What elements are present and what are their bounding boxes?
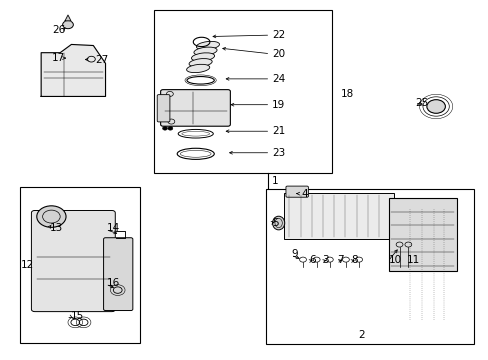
Text: 4: 4 <box>301 189 307 199</box>
Bar <box>284 193 393 239</box>
Text: 26: 26 <box>52 26 65 35</box>
Text: 20: 20 <box>272 49 285 59</box>
Text: 7: 7 <box>336 255 343 265</box>
Circle shape <box>162 127 167 130</box>
Ellipse shape <box>196 41 219 50</box>
Text: 17: 17 <box>52 53 65 63</box>
Polygon shape <box>41 44 105 96</box>
Text: 15: 15 <box>70 311 83 320</box>
Text: 11: 11 <box>406 255 419 265</box>
Text: 6: 6 <box>308 255 315 265</box>
FancyBboxPatch shape <box>103 238 133 311</box>
Text: 1: 1 <box>271 176 277 186</box>
FancyBboxPatch shape <box>160 90 230 126</box>
Ellipse shape <box>189 59 212 67</box>
Text: 9: 9 <box>291 249 298 259</box>
Circle shape <box>426 100 445 113</box>
Text: 21: 21 <box>272 126 285 136</box>
Text: 25: 25 <box>415 98 428 108</box>
Ellipse shape <box>186 64 209 73</box>
FancyBboxPatch shape <box>157 95 169 122</box>
Ellipse shape <box>272 216 284 230</box>
Polygon shape <box>65 15 71 21</box>
Text: 10: 10 <box>388 255 401 265</box>
Bar <box>388 198 456 271</box>
Circle shape <box>37 206 66 227</box>
Circle shape <box>62 21 73 29</box>
Text: 8: 8 <box>350 255 357 265</box>
Text: 12: 12 <box>21 260 34 270</box>
Text: 19: 19 <box>272 100 285 110</box>
Bar <box>154 10 331 173</box>
FancyBboxPatch shape <box>31 211 115 312</box>
Text: 5: 5 <box>271 218 278 228</box>
Bar <box>266 189 473 344</box>
Text: 16: 16 <box>107 278 120 288</box>
Ellipse shape <box>194 47 217 55</box>
Text: 14: 14 <box>107 224 120 233</box>
FancyBboxPatch shape <box>285 186 308 197</box>
Bar <box>20 187 140 343</box>
Text: 24: 24 <box>272 74 285 84</box>
Text: 23: 23 <box>272 148 285 158</box>
Text: 3: 3 <box>322 255 328 265</box>
Text: 13: 13 <box>49 224 62 233</box>
Circle shape <box>167 127 172 130</box>
Text: 22: 22 <box>272 30 285 40</box>
Text: 18: 18 <box>340 89 353 99</box>
Ellipse shape <box>191 53 214 61</box>
Text: 27: 27 <box>95 54 108 64</box>
Text: 2: 2 <box>358 330 364 340</box>
